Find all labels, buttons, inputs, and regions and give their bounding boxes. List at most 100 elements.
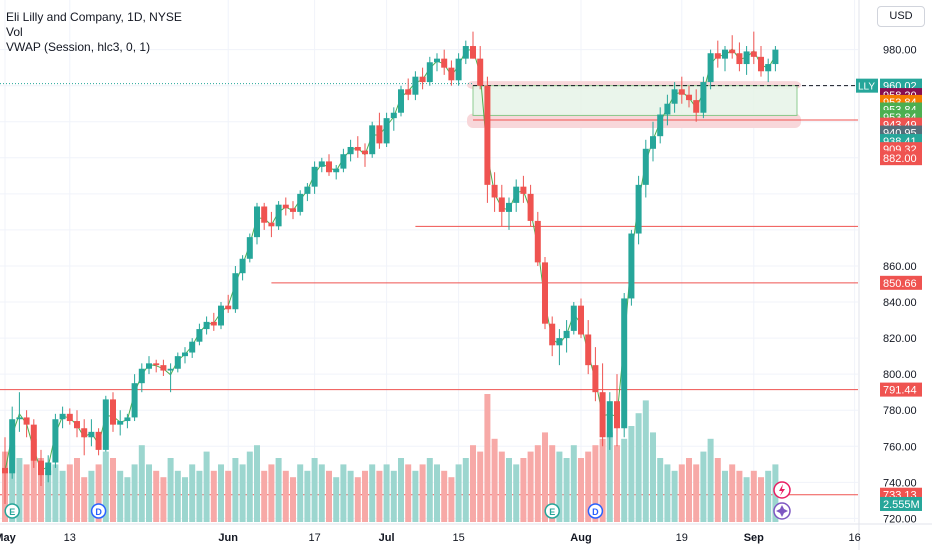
candle[interactable] [45, 455, 52, 483]
candle[interactable] [275, 201, 282, 230]
candle[interactable] [614, 374, 620, 447]
candle[interactable] [714, 40, 721, 68]
candle[interactable] [38, 449, 44, 486]
candle[interactable] [527, 184, 534, 227]
candle[interactable] [369, 121, 376, 158]
candle[interactable] [398, 85, 404, 117]
candle[interactable] [686, 85, 692, 108]
candle[interactable] [182, 347, 188, 364]
candle[interactable] [671, 82, 678, 113]
candle[interactable] [333, 165, 340, 180]
candle[interactable] [628, 229, 635, 306]
earnings-marker[interactable]: E [544, 503, 560, 519]
candle[interactable] [419, 67, 426, 90]
candle[interactable] [405, 78, 412, 101]
candle[interactable] [138, 363, 145, 393]
candle[interactable] [470, 31, 476, 59]
candle[interactable] [722, 46, 728, 72]
candle[interactable] [146, 356, 152, 375]
candle[interactable] [556, 329, 563, 366]
candle[interactable] [606, 392, 613, 450]
candle[interactable] [81, 419, 88, 456]
candle[interactable] [210, 312, 217, 331]
candle[interactable] [304, 183, 311, 202]
candle[interactable] [772, 46, 779, 72]
candle[interactable] [16, 392, 23, 432]
candle[interactable] [743, 46, 750, 75]
candle[interactable] [153, 359, 160, 373]
candle[interactable] [102, 395, 109, 452]
candle[interactable] [498, 184, 505, 227]
candle[interactable] [570, 302, 577, 335]
candle[interactable] [117, 410, 124, 436]
candle[interactable] [455, 53, 462, 86]
candle[interactable] [650, 121, 656, 162]
candle[interactable] [693, 89, 700, 122]
symbol-title[interactable]: Eli Lilly and Company, 1D, NYSE [6, 10, 182, 24]
candle[interactable] [261, 202, 268, 230]
candle[interactable] [729, 35, 736, 59]
lightning-icon[interactable] [773, 481, 791, 499]
candle[interactable] [110, 392, 116, 432]
candle[interactable] [160, 359, 167, 376]
range-box[interactable] [472, 85, 798, 116]
dividend-marker[interactable]: D [587, 503, 604, 519]
candle[interactable] [441, 49, 448, 75]
candle[interactable] [318, 157, 325, 173]
candle[interactable] [599, 363, 606, 447]
candle[interactable] [59, 406, 66, 429]
candle[interactable] [664, 94, 671, 126]
candle[interactable] [9, 406, 16, 479]
candle[interactable] [383, 112, 390, 147]
candle[interactable] [484, 76, 491, 203]
candle[interactable] [434, 53, 440, 72]
candle[interactable] [635, 175, 642, 245]
candle[interactable] [196, 323, 203, 346]
earnings-marker[interactable]: E [4, 503, 20, 519]
candle[interactable] [174, 352, 181, 373]
candle[interactable] [520, 175, 527, 203]
candle[interactable] [563, 320, 570, 353]
candle[interactable] [513, 179, 520, 212]
candle[interactable] [549, 316, 556, 357]
candle[interactable] [578, 298, 584, 339]
currency-button[interactable]: USD [877, 6, 925, 27]
candle[interactable] [362, 143, 368, 167]
candle[interactable] [426, 56, 433, 86]
candle[interactable] [74, 410, 80, 438]
candle[interactable] [585, 320, 592, 375]
candle[interactable] [477, 46, 484, 90]
candle[interactable] [52, 413, 59, 468]
sparkle-icon[interactable] [773, 502, 791, 520]
vwap-indicator-label[interactable]: VWAP (Session, hlc3, 0, 1) [6, 40, 151, 54]
candle[interactable] [621, 293, 628, 438]
candle[interactable] [189, 338, 196, 358]
candle[interactable] [290, 201, 296, 220]
candle[interactable] [30, 419, 37, 468]
candle[interactable] [642, 139, 649, 198]
candle[interactable] [506, 197, 512, 230]
candle[interactable] [354, 136, 361, 158]
candle[interactable] [297, 190, 304, 216]
candle[interactable] [347, 139, 354, 162]
candle[interactable] [239, 255, 246, 281]
candle[interactable] [268, 211, 275, 238]
candle[interactable] [736, 42, 743, 72]
dividend-marker[interactable]: D [90, 503, 107, 519]
candle[interactable] [376, 112, 383, 149]
candle[interactable] [448, 60, 455, 86]
candle[interactable] [542, 256, 548, 330]
candle[interactable] [246, 233, 253, 263]
volume-indicator-label[interactable]: Vol [6, 25, 23, 39]
candle[interactable] [218, 302, 224, 330]
candle[interactable] [491, 172, 498, 212]
candle[interactable] [340, 148, 347, 173]
candle[interactable] [311, 161, 318, 194]
candle[interactable] [225, 294, 232, 313]
candle[interactable] [412, 71, 419, 101]
candle[interactable] [23, 410, 30, 438]
candle[interactable] [282, 197, 289, 216]
candle[interactable] [203, 316, 210, 335]
candle[interactable] [232, 265, 239, 313]
